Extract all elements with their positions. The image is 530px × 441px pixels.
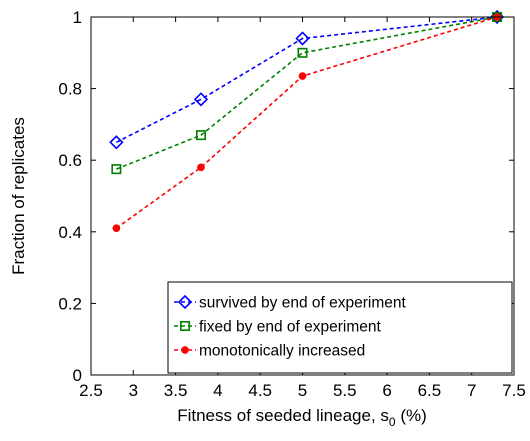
x-axis-label-subscript: 0 — [389, 415, 396, 429]
x-axis-label-main: Fitness of seeded lineage, s — [177, 406, 389, 425]
legend-marker-2 — [180, 320, 191, 331]
x-tick-label: 5 — [298, 381, 307, 400]
legend: survived by end of experiment fixed by en… — [167, 281, 513, 374]
legend-label-2: fixed by end of experiment — [199, 319, 381, 336]
legend-box — [167, 281, 513, 374]
y-tick-label: 1 — [73, 8, 82, 27]
x-tick-label: 7 — [467, 381, 476, 400]
plot-frame — [90, 16, 515, 376]
x-tick-label: 2.5 — [79, 381, 103, 400]
x-tick-label: 7.5 — [502, 381, 526, 400]
tick-layer: 2.5 3 3.5 4 4.5 5 5.5 6 6.5 7 7.5 0 0.2 0.4 0.6 0.8 1 — [58, 8, 525, 400]
x-tick-label: 3.5 — [164, 381, 188, 400]
data-point-series-3 — [112, 224, 121, 233]
legend-marker-3 — [181, 346, 189, 354]
data-point-series-1 — [295, 31, 310, 46]
legend-label-3: monotonically increased — [199, 343, 365, 360]
x-tick-label: 4.5 — [248, 381, 272, 400]
y-tick-label: 0 — [73, 366, 82, 385]
x-tick-label: 6 — [382, 381, 391, 400]
data-point-series-2 — [111, 164, 122, 175]
data-point-series-1 — [109, 135, 124, 150]
y-tick-label: 0.2 — [58, 294, 82, 313]
x-axis-label-unit: (%) — [396, 406, 427, 425]
y-tick-label: 0.6 — [58, 151, 82, 170]
series-line-3 — [115, 16, 498, 229]
x-tick-label: 4 — [213, 381, 222, 400]
x-tick-label: 6.5 — [418, 381, 442, 400]
series-line-2 — [116, 16, 498, 170]
x-tick-label: 3 — [129, 381, 138, 400]
legend-marker-1 — [177, 294, 193, 310]
series-layer — [109, 9, 505, 233]
data-point-series-3 — [197, 163, 205, 172]
series-line-1 — [116, 16, 498, 144]
data-point-series-1 — [193, 92, 209, 107]
y-tick-label: 0.4 — [58, 223, 82, 242]
data-point-series-3 — [298, 72, 307, 80]
y-tick-label: 0.8 — [58, 80, 82, 99]
data-point-series-2 — [297, 47, 308, 58]
legend-label-1: survived by end of experiment — [199, 295, 406, 312]
x-tick-label: 5.5 — [333, 381, 357, 400]
x-axis-label: Fitness of seeded lineage, s0 (%) — [177, 406, 427, 429]
data-point-series-2 — [195, 130, 206, 141]
y-axis-label: Fraction of replicates — [9, 117, 28, 275]
